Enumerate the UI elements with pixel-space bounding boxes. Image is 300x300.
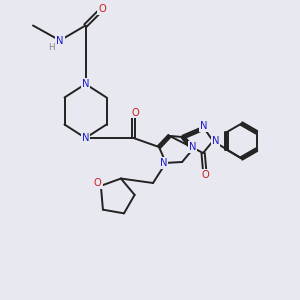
Text: N: N [200,121,208,131]
Text: N: N [56,35,64,46]
Text: N: N [212,136,219,146]
Text: O: O [201,170,209,180]
Text: N: N [189,142,197,152]
Text: N: N [160,158,167,168]
Text: O: O [131,107,139,118]
Text: N: N [82,79,89,89]
Text: H: H [48,43,54,52]
Text: N: N [82,133,89,143]
Text: O: O [94,178,102,188]
Text: O: O [98,4,106,14]
